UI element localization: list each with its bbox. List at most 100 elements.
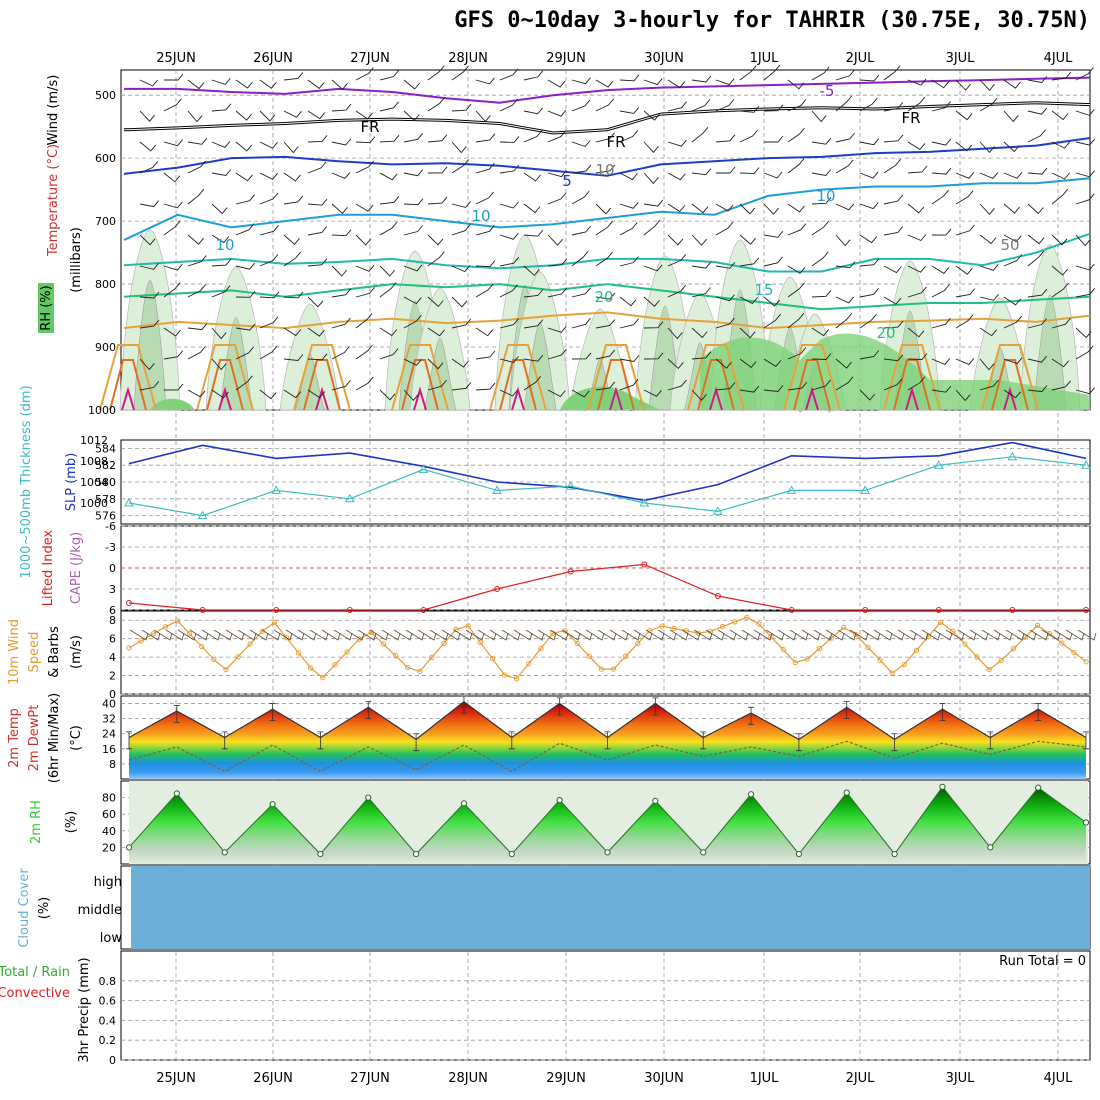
isotherm-surface-40 (413, 386, 427, 411)
rh-tick-label: 80 (102, 792, 116, 805)
thickness-point (271, 485, 282, 494)
wind-barb-10m (429, 629, 449, 641)
isotherm-surface-30 (687, 344, 745, 411)
wind-barb (715, 203, 734, 212)
wind-barb (571, 77, 591, 85)
wind-barb (163, 220, 181, 236)
wind-barb (451, 382, 472, 391)
wind-barb (403, 264, 423, 272)
wind-barb (499, 68, 519, 81)
wind-speed-point (901, 661, 907, 667)
wind-barb (331, 203, 348, 214)
rh-point (460, 800, 468, 807)
wind-barb (931, 317, 951, 329)
wind-barb (283, 72, 304, 81)
wind-barb-10m (897, 629, 917, 641)
wind-barb (139, 291, 160, 299)
wind-barb-10m (1077, 629, 1097, 641)
label-total-rain: Total / Rain (0, 965, 70, 980)
lifted-index-point (714, 593, 721, 599)
wind-barb (259, 192, 279, 205)
wind-tick-label: 8 (109, 614, 116, 627)
rh-point (556, 796, 563, 804)
label-lifted-index: Lifted Index (41, 529, 56, 606)
wind-barb (1003, 79, 1021, 89)
wind-speed-point (1010, 646, 1016, 652)
wind-barb (787, 312, 805, 329)
wind-barb (763, 104, 784, 112)
wind-speed-point (877, 657, 883, 663)
thickness-point (197, 510, 208, 520)
rh-point (604, 849, 611, 856)
date-label-top: 25JUN (156, 51, 196, 66)
temp-minmax-bar (939, 703, 946, 721)
wind-barb (451, 159, 470, 174)
date-label-bottom: 29JUN (546, 1071, 586, 1086)
wind-barb-10m (525, 629, 545, 641)
precip-tick-label: 0.2 (99, 1034, 117, 1047)
wind-barb (955, 224, 975, 236)
wind-barb (1003, 315, 1023, 329)
wind-barb (715, 99, 735, 112)
wind-barb (547, 79, 566, 88)
wind-barb (523, 229, 544, 237)
wind-barb (571, 389, 590, 398)
isotherm-surface-30 (391, 344, 449, 411)
wind-barb (427, 327, 445, 337)
label-rh: RH (%) (39, 285, 54, 330)
wind-barb (811, 169, 832, 176)
wind-barb-10m (357, 629, 377, 641)
thickness-point (344, 493, 355, 503)
wind-barb (1075, 345, 1094, 360)
wind-barb (979, 203, 995, 215)
wind-barb (907, 286, 927, 298)
wind-barb (139, 319, 160, 329)
label-precip: 3hr Precip (mm) (77, 957, 92, 1062)
wind-barb-10m (465, 629, 485, 641)
wind-barb-10m (153, 629, 173, 641)
wind-barb (211, 78, 231, 85)
date-label-top: 29JUN (546, 51, 586, 66)
wind-barb (1075, 263, 1095, 271)
wind-barb (547, 192, 567, 205)
wind-speed-point (404, 664, 411, 671)
wind-barb (835, 312, 853, 329)
wind-barb (211, 141, 231, 148)
wind-barb (595, 292, 616, 300)
wind-barb-10m (165, 629, 185, 641)
wind-barb (859, 234, 878, 244)
isotherm-minus5 (124, 76, 1091, 104)
wind-barb (763, 203, 779, 215)
wind-barb (235, 141, 253, 152)
wind-barb (715, 317, 735, 329)
wind-barb (571, 140, 591, 148)
wind-barb (547, 130, 567, 143)
wind-barb (283, 327, 302, 337)
wind-barb (883, 65, 901, 81)
rh-point (747, 791, 755, 798)
wind-barb (331, 317, 351, 329)
wind-barb-10m (753, 629, 773, 641)
lifted-index-tick-label: -6 (105, 520, 116, 533)
wind-barb (619, 256, 639, 267)
wind-barb-10m (201, 629, 221, 641)
label-slp: SLP (mb) (64, 453, 79, 512)
wind-speed-point (889, 670, 895, 676)
temp-minmax-bar (1035, 703, 1042, 721)
wind-barb (307, 161, 327, 174)
wind-barb (163, 263, 183, 271)
wind-speed-point (768, 634, 774, 640)
wind-barb (739, 257, 760, 267)
wind-barb (379, 172, 398, 181)
label-temp-unit: (°C) (69, 725, 84, 751)
wind-barb-10m (885, 629, 905, 641)
wind-barb-10m (633, 629, 653, 641)
wind-barb (307, 110, 326, 120)
wind-barb-10m (345, 629, 365, 641)
wind-barb (955, 389, 971, 402)
isotherm-15 (123, 232, 1091, 273)
isotherm-surface-35 (991, 359, 1029, 411)
page-title: GFS 0~10day 3-hourly for TAHRIR (30.75E,… (454, 8, 1090, 33)
wind-barb (523, 265, 540, 277)
wind-barb (763, 313, 781, 329)
